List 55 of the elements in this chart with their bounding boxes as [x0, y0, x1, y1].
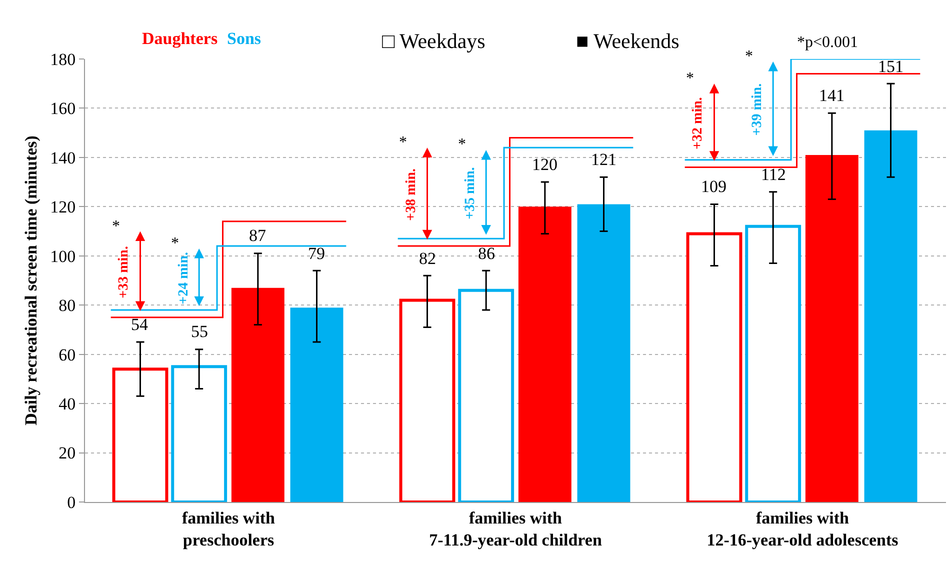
y-axis-title: Daily recreational screen time (minutes): [22, 136, 41, 426]
annotation: *: [112, 218, 120, 235]
text: Sons: [227, 29, 262, 48]
annotation: *: [399, 134, 407, 151]
bar: [864, 130, 918, 502]
bar: [290, 308, 344, 502]
annotation: *: [686, 70, 694, 87]
text: *p<0.001: [797, 34, 858, 51]
data-label: 79: [308, 244, 325, 263]
data-label: 87: [249, 226, 266, 245]
data-label: 151: [878, 57, 904, 76]
bar: [399, 298, 456, 502]
annotation: +24 min.: [176, 252, 192, 304]
annotation: +32 min.: [690, 97, 706, 150]
y-tick-label: 180: [50, 50, 76, 69]
data-label: 121: [591, 150, 616, 169]
data-label: 112: [761, 165, 786, 184]
data-label: 120: [532, 155, 558, 174]
bar: [458, 288, 514, 502]
y-tick-label: 80: [58, 296, 76, 316]
y-tick-label: 100: [50, 246, 76, 266]
data-label: 109: [701, 177, 726, 196]
text: Daughters: [142, 29, 218, 48]
y-tick-label: 20: [58, 444, 76, 463]
annotation: *: [458, 136, 466, 153]
x-tick-label: families with preschoolers: [182, 508, 276, 550]
data-label: 82: [419, 249, 436, 268]
text: ■ Weekends: [576, 29, 680, 53]
data-label: 141: [819, 86, 844, 105]
text: □ Weekdays: [382, 29, 486, 53]
bar: [577, 204, 630, 502]
y-tick-label: 0: [67, 492, 76, 512]
bar: [112, 368, 168, 502]
x-tick-label: families with 7-11.9-year-old children: [429, 508, 602, 550]
y-tick-label: 60: [58, 345, 76, 364]
annotation: +38 min.: [404, 168, 420, 221]
bar: [231, 288, 284, 502]
data-label: 86: [478, 244, 495, 263]
bar: [518, 206, 572, 502]
bar: [171, 365, 228, 502]
y-tick-label: 160: [50, 99, 76, 118]
y-tick-label: 40: [58, 394, 76, 414]
bar: [745, 224, 802, 502]
data-label: 55: [191, 322, 208, 341]
bar: [805, 154, 858, 502]
annotation: +35 min.: [463, 167, 478, 220]
annotation: +33 min.: [116, 246, 132, 298]
y-tick-label: 120: [50, 198, 76, 217]
annotation: +39 min.: [750, 83, 765, 136]
bar: [686, 232, 742, 502]
annotation: *: [171, 235, 179, 252]
annotation: *: [745, 48, 753, 65]
x-tick-label: families with 12-16-year-old adolescents: [706, 508, 899, 550]
y-tick-label: 140: [50, 148, 76, 168]
data-label: 54: [131, 315, 148, 334]
